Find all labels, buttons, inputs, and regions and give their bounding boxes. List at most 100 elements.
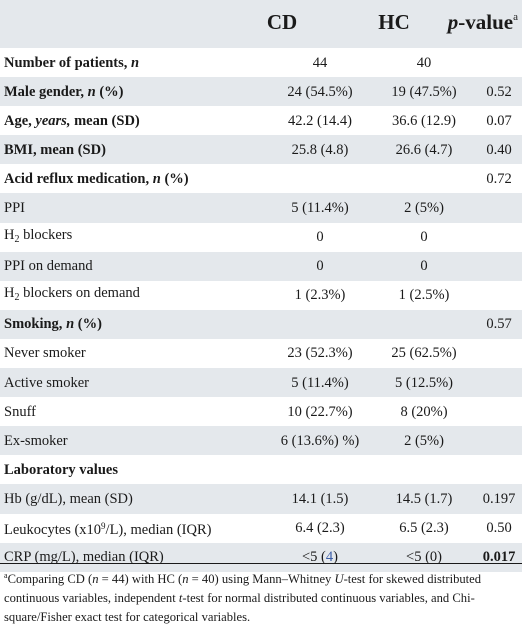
p-value-italic-p: p bbox=[447, 10, 459, 34]
cell-hc bbox=[372, 164, 470, 193]
table-row-laboratory-values: Laboratory values bbox=[0, 455, 522, 484]
table-row-hb: Hb (g/dL), mean (SD) 14.1 (1.5) 14.5 (1.… bbox=[0, 484, 522, 514]
table-footnote: aComparing CD (n = 44) with HC (n = 40) … bbox=[4, 571, 482, 624]
table-row-ppi-on-demand: PPI on demand 0 0 bbox=[0, 251, 522, 281]
cell-p-value bbox=[470, 426, 522, 456]
row-label: Leukocytes (x109/L), median (IQR) bbox=[4, 521, 212, 539]
cell-p-value: 0.40 bbox=[470, 135, 522, 165]
cell-cd: 6 (13.6%) %) bbox=[254, 426, 372, 456]
table-row-snuff: Snuff 10 (22.7%) 8 (20%) bbox=[0, 397, 522, 426]
cell-hc: 2 (5%) bbox=[372, 426, 470, 456]
cell-p-value: 0.197 bbox=[470, 484, 522, 514]
cell-p-value bbox=[470, 397, 522, 426]
cell-cd: 1 (2.3%) bbox=[294, 287, 346, 304]
table-row-acid-reflux-medication: Acid reflux medication, n (%) 0.72 bbox=[0, 164, 522, 193]
cell-hc: 40 bbox=[416, 54, 432, 71]
table-row-male-gender: Male gender, n (%) 24 (54.5%) 19 (47.5%)… bbox=[0, 77, 522, 107]
cell-p-value bbox=[470, 281, 522, 310]
row-label: Active smoker bbox=[0, 368, 254, 398]
cell-cd: <5 (4) bbox=[254, 542, 372, 572]
cell-p-value: 0.52 bbox=[470, 77, 522, 107]
cell-cd: 14.1 (1.5) bbox=[254, 484, 372, 514]
cell-hc: 6.5 (2.3) bbox=[399, 520, 449, 537]
row-label: PPI bbox=[0, 193, 254, 223]
row-label: H2 blockers on demand bbox=[4, 284, 140, 303]
row-label: Never smoker bbox=[4, 345, 86, 362]
cell-p-value: 0.017 bbox=[470, 542, 522, 572]
cell-cd bbox=[254, 164, 372, 193]
p-value-footnote-mark: a bbox=[513, 11, 518, 23]
row-label: Age, years, mean (SD) bbox=[4, 112, 140, 129]
table-header-band bbox=[0, 0, 522, 48]
row-label: H2 blockers bbox=[4, 226, 73, 245]
cell-p-value bbox=[470, 368, 522, 398]
row-label: Number of patients, n bbox=[4, 54, 140, 71]
row-label: Acid reflux medication, n (%) bbox=[4, 170, 189, 187]
cell-hc: 14.5 (1.7) bbox=[372, 484, 470, 514]
cell-hc bbox=[372, 455, 470, 484]
cell-hc: 25 (62.5%) bbox=[391, 345, 457, 362]
row-label: Ex-smoker bbox=[0, 426, 254, 456]
table-row-h2-blockers-on-demand: H2 blockers on demand 1 (2.3%) 1 (2.5%) bbox=[0, 281, 522, 310]
cell-cd: 5 (11.4%) bbox=[254, 193, 372, 223]
cell-hc: 36.6 (12.9) bbox=[391, 112, 457, 129]
row-label: PPI on demand bbox=[0, 251, 254, 281]
cell-hc: 2 (5%) bbox=[372, 193, 470, 223]
row-label: Snuff bbox=[4, 403, 36, 420]
row-label: CRP (mg/L), median (IQR) bbox=[0, 542, 254, 572]
cell-cd: 5 (11.4%) bbox=[254, 368, 372, 398]
cell-p-value bbox=[470, 193, 522, 223]
cell-hc: 8 (20%) bbox=[400, 403, 448, 420]
table-row-never-smoker: Never smoker 23 (52.3%) 25 (62.5%) bbox=[0, 339, 522, 368]
cell-p-value: 0.07 bbox=[486, 112, 512, 129]
row-label: Hb (g/dL), mean (SD) bbox=[0, 484, 254, 514]
column-header-hc: HC bbox=[378, 10, 410, 34]
cell-hc bbox=[372, 309, 470, 339]
cell-p-value bbox=[470, 223, 522, 252]
row-label: BMI, mean (SD) bbox=[0, 135, 254, 165]
cell-p-value: 0.50 bbox=[486, 520, 512, 537]
table-row-smoking: Smoking, n (%) 0.57 bbox=[0, 309, 522, 339]
cell-p-value bbox=[470, 48, 522, 77]
table-row-active-smoker: Active smoker 5 (11.4%) 5 (12.5%) bbox=[0, 368, 522, 398]
cell-hc: 26.6 (4.7) bbox=[372, 135, 470, 165]
row-label: Male gender, n (%) bbox=[0, 77, 254, 107]
column-header-p-value: p-valuea bbox=[436, 10, 518, 35]
cell-hc: <5 (0) bbox=[372, 542, 470, 572]
cell-cd: 44 bbox=[312, 54, 328, 71]
cell-cd: 24 (54.5%) bbox=[254, 77, 372, 107]
cell-hc: 5 (12.5%) bbox=[372, 368, 470, 398]
cell-p-value: 0.72 bbox=[486, 170, 512, 187]
cell-cd: 10 (22.7%) bbox=[287, 403, 353, 420]
cell-hc: 0 bbox=[420, 229, 428, 246]
footnote-divider bbox=[0, 563, 522, 564]
cell-p-value bbox=[470, 455, 522, 484]
table-row-age: Age, years, mean (SD) 42.2 (14.4) 36.6 (… bbox=[0, 106, 522, 135]
cell-p-value bbox=[470, 251, 522, 281]
row-label: Smoking, n (%) bbox=[0, 309, 254, 339]
table-row-bmi: BMI, mean (SD) 25.8 (4.8) 26.6 (4.7) 0.4… bbox=[0, 135, 522, 165]
cell-cd: 23 (52.3%) bbox=[287, 345, 353, 362]
cell-hc: 0 bbox=[372, 251, 470, 281]
footnote-mark: a bbox=[4, 571, 8, 580]
table-row-crp: CRP (mg/L), median (IQR) <5 (4) <5 (0) 0… bbox=[0, 542, 522, 572]
table-row-ppi: PPI 5 (11.4%) 2 (5%) bbox=[0, 193, 522, 223]
cell-cd: 0 bbox=[254, 251, 372, 281]
cell-hc: 19 (47.5%) bbox=[372, 77, 470, 107]
table-row-number-of-patients: Number of patients, n 44 40 bbox=[0, 48, 522, 77]
cell-cd: 25.8 (4.8) bbox=[254, 135, 372, 165]
p-value-suffix: -value bbox=[458, 10, 514, 34]
table-row-leukocytes: Leukocytes (x109/L), median (IQR) 6.4 (2… bbox=[0, 514, 522, 543]
data-table: Number of patients, n 44 40 Male gender,… bbox=[0, 48, 522, 572]
reference-link[interactable]: 4 bbox=[325, 549, 334, 566]
cell-cd: 6.4 (2.3) bbox=[295, 520, 345, 537]
cell-cd: 0 bbox=[316, 229, 324, 246]
cell-hc: 1 (2.5%) bbox=[398, 287, 450, 304]
table-row-h2-blockers: H2 blockers 0 0 bbox=[0, 223, 522, 252]
row-label: Laboratory values bbox=[4, 461, 118, 478]
cell-cd bbox=[254, 309, 372, 339]
cell-cd: 42.2 (14.4) bbox=[287, 112, 353, 129]
cell-p-value bbox=[470, 339, 522, 368]
cell-p-value: 0.57 bbox=[470, 309, 522, 339]
